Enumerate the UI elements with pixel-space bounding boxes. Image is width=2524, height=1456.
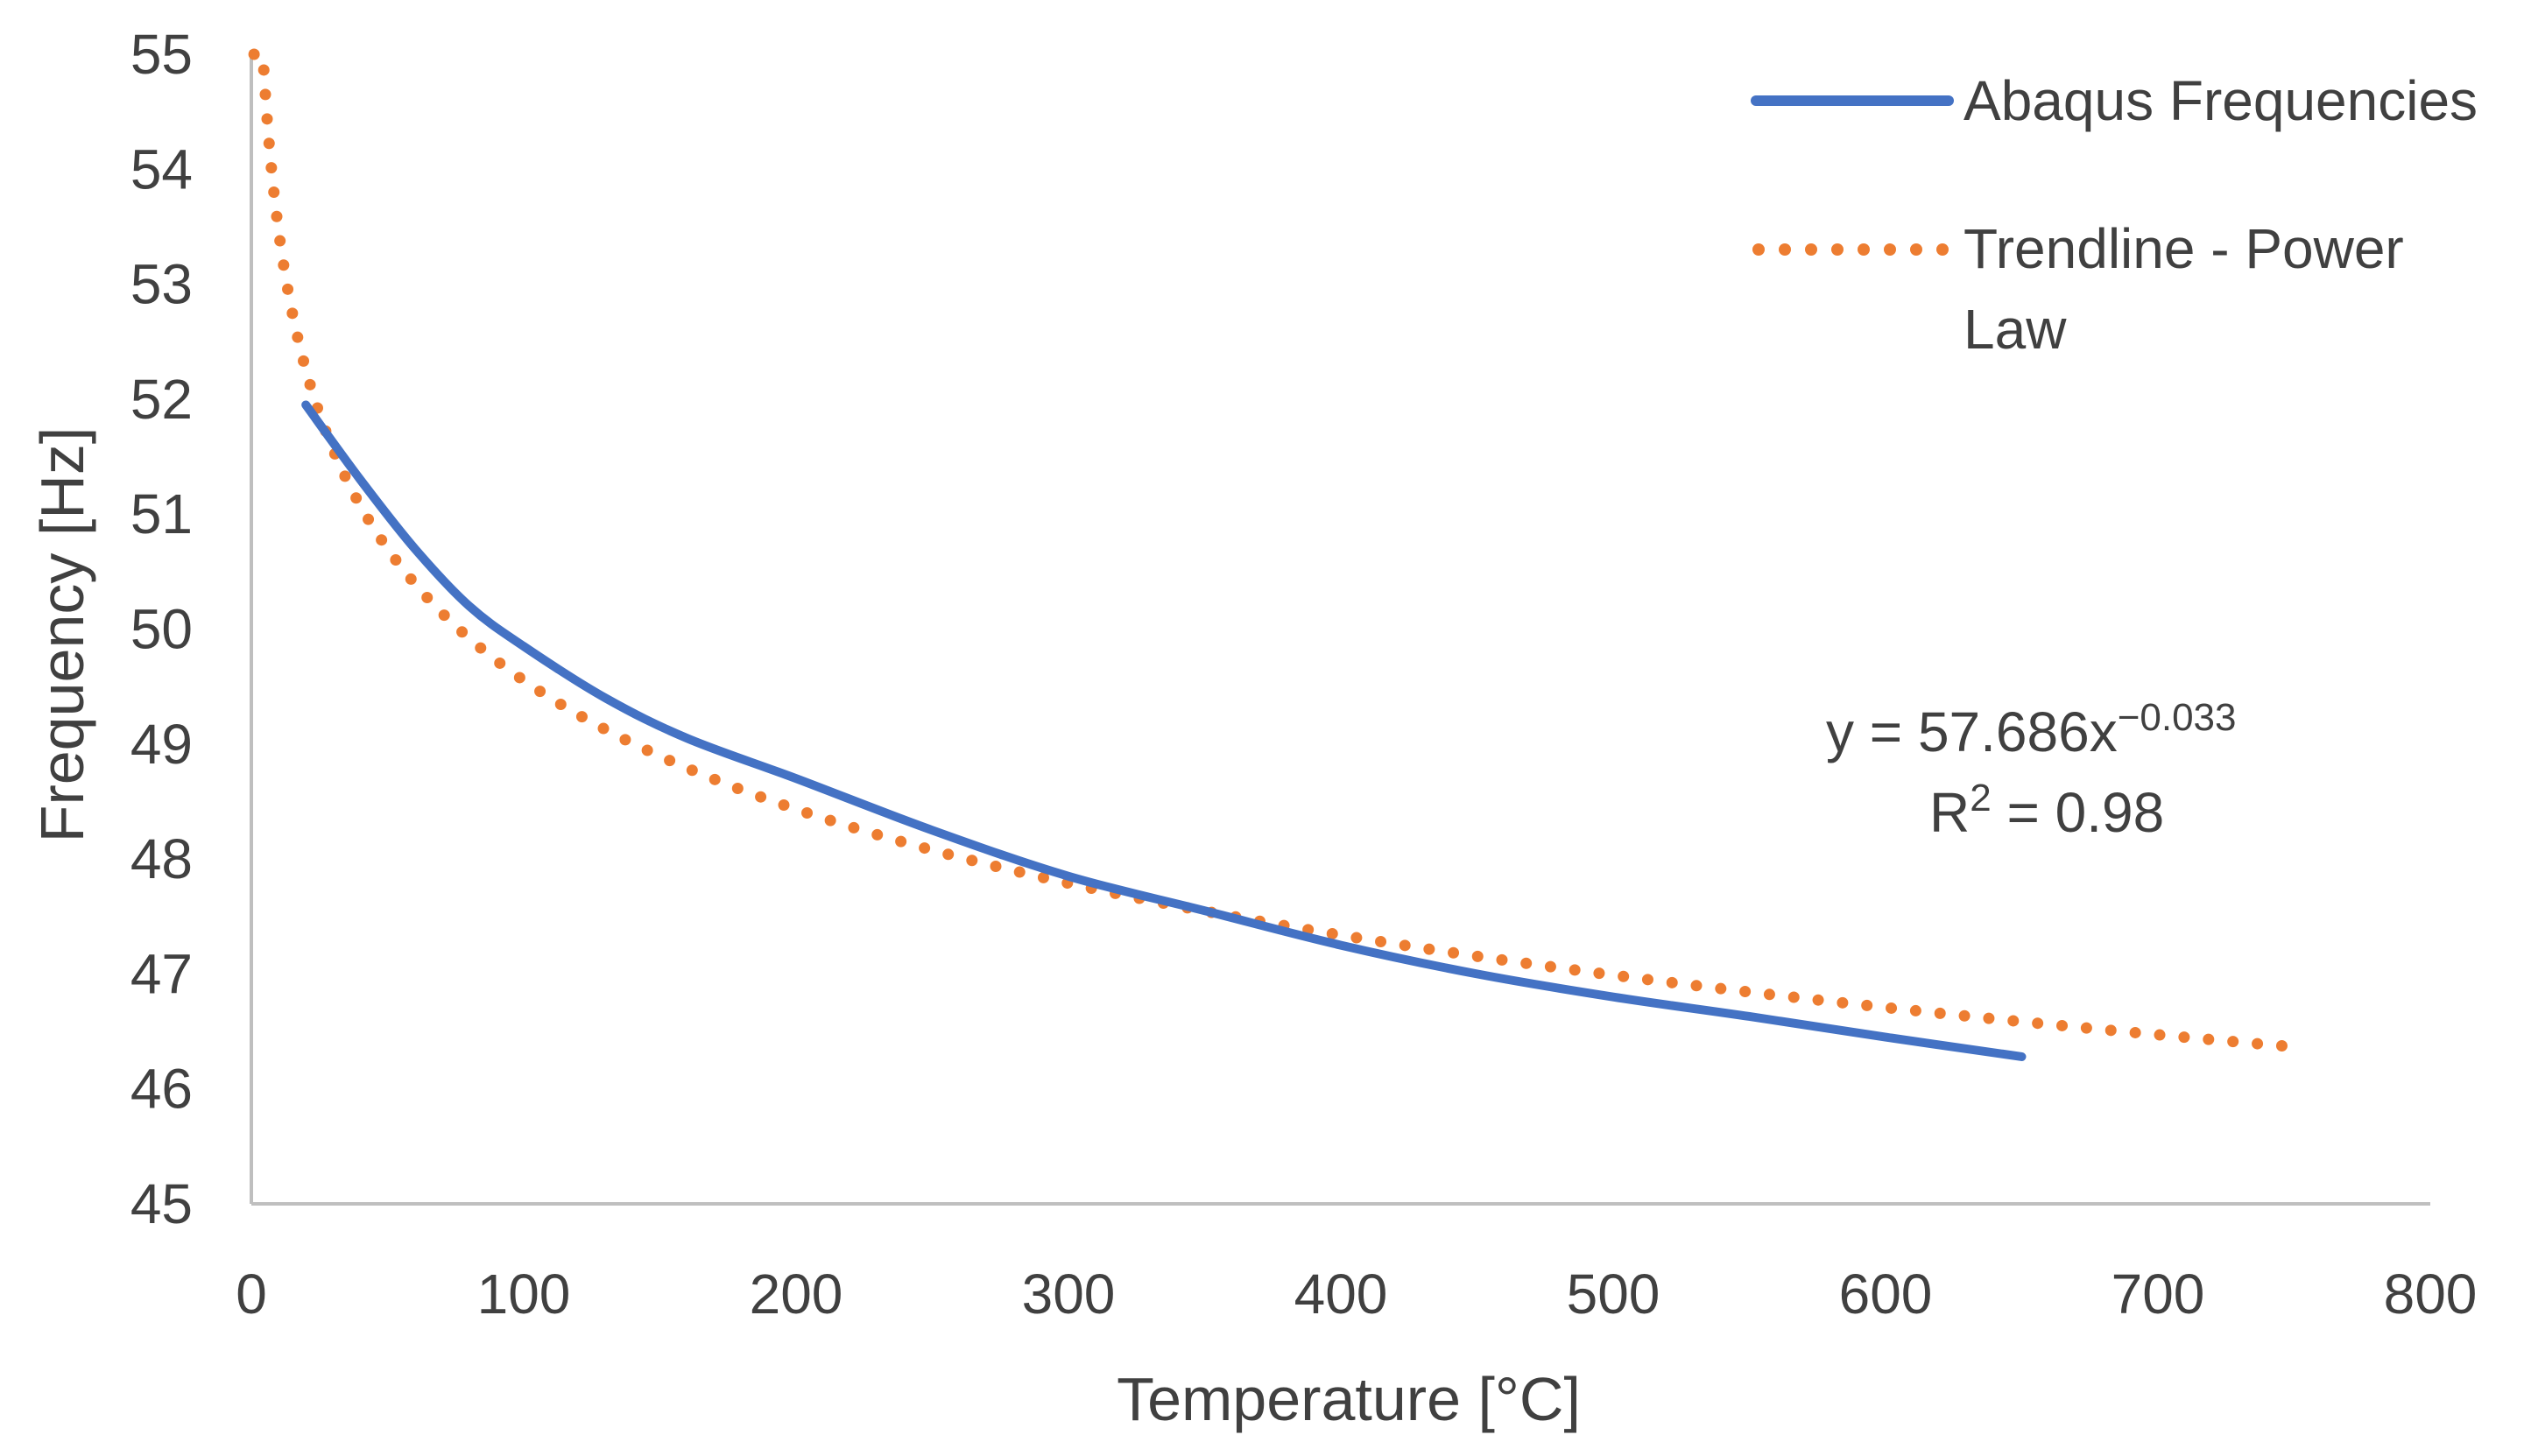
legend-dot [1752, 243, 1765, 256]
y-tick-label: 52 [130, 368, 193, 431]
y-tick-label: 55 [130, 23, 193, 86]
y-tick-label: 47 [130, 942, 193, 1005]
legend-swatch-trendline [1752, 243, 1949, 256]
x-tick-label: 300 [1022, 1263, 1116, 1326]
y-tick-label: 49 [130, 713, 193, 776]
series-trendline-power-law [248, 48, 2300, 1053]
r2-prefix: R [1929, 781, 1970, 844]
x-tick-label: 0 [236, 1263, 267, 1326]
x-tick-label: 100 [477, 1263, 571, 1326]
x-tick-label: 800 [2384, 1263, 2478, 1326]
legend-dot [1831, 243, 1844, 256]
r2-superscript: 2 [1970, 777, 1991, 819]
legend-dot [1936, 243, 1949, 256]
y-tick-label: 45 [130, 1172, 193, 1235]
r2-value: = 0.98 [1992, 781, 2165, 844]
series-layer [248, 48, 2300, 1061]
legend-label-trendline-line2: Law [1964, 298, 2067, 361]
y-tick-label: 53 [130, 253, 193, 316]
equation-exponent: −0.033 [2118, 696, 2237, 739]
y-tick-label: 48 [130, 827, 193, 890]
x-axis-title: Temperature [°C] [1117, 1365, 1581, 1433]
y-tick-label: 54 [130, 137, 193, 200]
legend-dot [1779, 243, 1791, 256]
x-tick-label: 700 [2112, 1263, 2205, 1326]
trendline-equation: y = 57.686x−0.033 R2 = 0.98 [1826, 696, 2237, 844]
equation-base: y = 57.686x [1826, 700, 2118, 763]
y-tick-label: 51 [130, 482, 193, 545]
legend: Abaqus Frequencies Trendline - Power Law [1751, 69, 2478, 361]
x-tick-label: 600 [1839, 1263, 1933, 1326]
legend-label-trendline-line1: Trendline - Power [1964, 217, 2404, 280]
legend-dot [1805, 243, 1817, 256]
axes [250, 50, 2430, 1206]
r-squared-text: R2 = 0.98 [1929, 777, 2164, 844]
x-tick-label: 200 [750, 1263, 843, 1326]
y-axis-title: Frequency [Hz] [28, 427, 96, 843]
legend-dot [1858, 243, 1870, 256]
series-abaqus-frequencies [301, 400, 2027, 1061]
equation-text: y = 57.686x−0.033 [1826, 696, 2237, 763]
legend-dot [1910, 243, 1922, 256]
x-tick-labels: 0 100 200 300 400 500 600 700 800 [236, 1263, 2477, 1326]
y-tick-label: 50 [130, 598, 193, 661]
y-tick-labels: 45 46 47 48 49 50 51 52 53 54 55 [130, 23, 193, 1235]
legend-dot [1884, 243, 1896, 256]
y-tick-label: 46 [130, 1058, 193, 1121]
x-tick-label: 500 [1567, 1263, 1660, 1326]
legend-label-abaqus: Abaqus Frequencies [1964, 69, 2478, 132]
x-tick-label: 400 [1294, 1263, 1388, 1326]
